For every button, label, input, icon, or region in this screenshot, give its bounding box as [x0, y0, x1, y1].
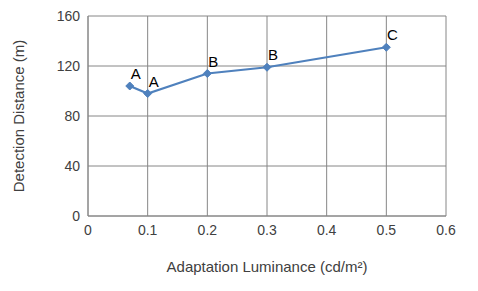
- y-tick-label: 0: [72, 208, 80, 224]
- point-label: A: [131, 65, 141, 82]
- x-grid-line: [88, 16, 89, 216]
- y-tick-label: 120: [57, 58, 81, 74]
- x-axis-line: [88, 216, 446, 217]
- x-tick-label: 0: [84, 222, 92, 238]
- point-marker: [382, 43, 390, 51]
- x-grid-line: [147, 16, 148, 216]
- x-tick-label: 0.2: [198, 222, 218, 238]
- point-label: B: [208, 53, 218, 70]
- point-label: A: [149, 73, 159, 90]
- y-axis-line: [88, 16, 89, 216]
- y-tick-label: 80: [64, 108, 80, 124]
- x-axis-title: Adaptation Luminance (cd/m²): [167, 258, 368, 275]
- data-group: [126, 43, 391, 97]
- x-tick-label: 0.6: [436, 222, 456, 238]
- y-axis-title: Detection Distance (m): [10, 40, 27, 193]
- x-grid-line: [207, 16, 208, 216]
- y-tick-label: 160: [57, 8, 81, 24]
- point-marker: [126, 82, 134, 90]
- x-tick-label: 0.4: [317, 222, 337, 238]
- point-marker: [144, 90, 152, 98]
- y-tick-label: 40: [64, 158, 80, 174]
- point-label: B: [268, 46, 278, 63]
- x-tick-label: 0.1: [138, 222, 158, 238]
- series-line: [130, 47, 387, 93]
- x-tick-label: 0.5: [377, 222, 397, 238]
- point-label-group: AA B B C: [131, 26, 398, 89]
- point-marker: [203, 70, 211, 78]
- y-grid-line: [88, 216, 446, 217]
- grid: [88, 16, 446, 216]
- background: [0, 0, 478, 291]
- x-grid-line: [326, 16, 327, 216]
- x-grid-line: [446, 16, 447, 216]
- chart-container: 0 40 80 120 160 0 0.1 0.2 0.3 0.4 0.5 0.6 Adaptation…: [0, 0, 478, 291]
- x-tick-label: 0.3: [257, 222, 277, 238]
- point-label: C: [387, 26, 398, 43]
- chart-svg: 0 40 80 120 160 0 0.1 0.2 0.3 0.4 0.5 0.6 Adaptation…: [0, 0, 478, 291]
- point-marker: [263, 63, 271, 71]
